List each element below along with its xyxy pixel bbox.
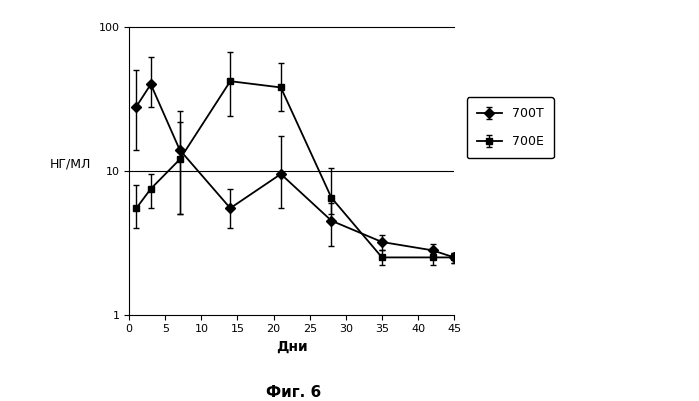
Legend: 700T, 700E: 700T, 700E	[467, 97, 554, 158]
X-axis label: Дни: Дни	[276, 340, 308, 354]
Text: Фиг. 6: Фиг. 6	[266, 385, 322, 400]
Y-axis label: НГ/МЛ: НГ/МЛ	[50, 158, 92, 171]
